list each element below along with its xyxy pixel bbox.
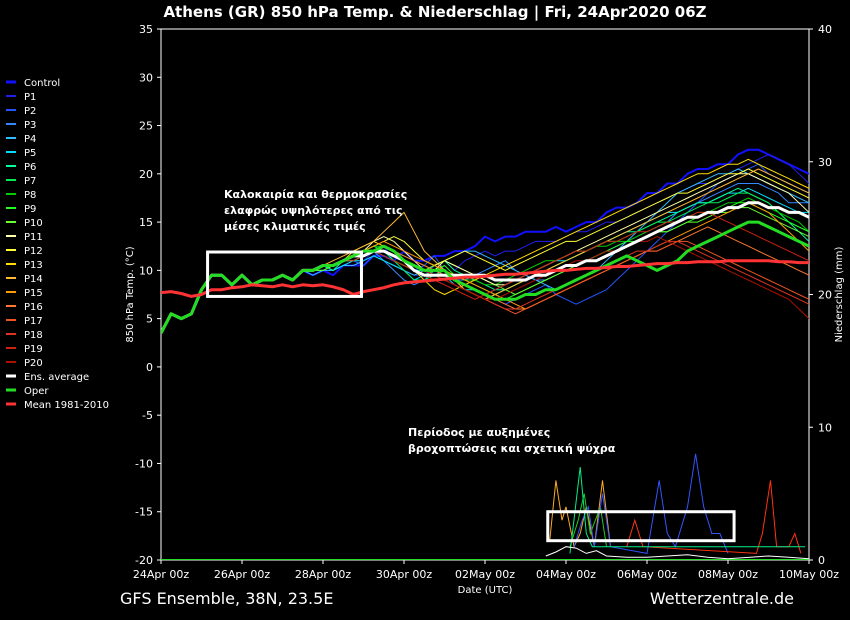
plot-area: 35 30 25 20 15 10 5 0 -5 -10 -15 -20 40 30 20 10 0 24Apr … (125, 23, 845, 596)
legend-label: P19 (24, 344, 43, 355)
legend-label: P5 (24, 148, 36, 159)
x-tick-label: 02May 00z (455, 568, 515, 581)
legend-label: Mean 1981-2010 (24, 400, 109, 411)
series-line-p18 (161, 240, 809, 334)
y-tick-label: 30 (139, 71, 153, 84)
precip-line (569, 493, 607, 547)
y2-tick-label: 30 (818, 156, 832, 169)
legend-label: P8 (24, 190, 36, 201)
x-tick-label: 26Apr 00z (214, 568, 271, 581)
precip-line (569, 467, 805, 554)
y-axis-label: 850 hPa Temp. (°C) (125, 246, 136, 342)
x-axis-label: Date (UTC) (458, 585, 513, 596)
legend-label: P17 (24, 316, 43, 327)
x-tick-label: 10May 00z (779, 568, 839, 581)
annotation-text: Καλοκαιρία και θερμοκρασίες (224, 188, 407, 201)
y-tick-label: 15 (139, 216, 153, 229)
legend-label: P10 (24, 218, 43, 229)
legend-label: P7 (24, 176, 36, 187)
y-tick-label: -5 (142, 409, 153, 422)
legend-label: Ens. average (24, 372, 89, 383)
legend-label: P20 (24, 358, 43, 369)
legend-label: P9 (24, 204, 36, 215)
y-tick-label: 0 (146, 361, 153, 374)
series-line-oper (161, 220, 809, 334)
legend-label: P12 (24, 246, 43, 257)
annotation-box (206, 250, 363, 298)
legend-label: P15 (24, 288, 43, 299)
legend-label: P1 (24, 92, 36, 103)
y-tick-label: 35 (139, 23, 153, 36)
y-tick-label: -15 (135, 506, 153, 519)
precip-line (626, 480, 802, 554)
y2-axis-label: Niederschlag (mm) (834, 247, 845, 343)
y-tick-label: 10 (139, 264, 153, 277)
annotation-text: βροχοπτώσεις και σχετική ψύχρα (408, 442, 616, 455)
precip-line (573, 453, 729, 554)
legend-label: P4 (24, 134, 36, 145)
legend-label: P11 (24, 232, 43, 243)
series-line-mean-1981-2010 (161, 259, 809, 298)
legend-label: P18 (24, 330, 43, 341)
legend-label: P6 (24, 162, 36, 173)
data-layer (161, 148, 809, 560)
legend-label: P3 (24, 120, 36, 131)
x-tick-label: 24Apr 00z (133, 568, 190, 581)
site-credit: Wetterzentrale.de (649, 589, 794, 608)
chart-title: Athens (GR) 850 hPa Temp. & Niederschlag… (163, 3, 706, 22)
y2-tick-label: 40 (818, 23, 832, 36)
y-tick-label: 5 (146, 313, 153, 326)
annotation-box (546, 510, 736, 543)
legend-label: P2 (24, 106, 36, 117)
y-tick-label: -10 (135, 457, 153, 470)
x-tick-label: 28Apr 00z (295, 568, 352, 581)
y2-tick-label: 10 (818, 421, 832, 434)
annotation-text: Περίοδος με αυξημένες (408, 426, 550, 439)
series-line-p13 (161, 158, 809, 334)
x-tick-label: 30Apr 00z (376, 568, 433, 581)
series-line-p17 (161, 240, 809, 334)
series-line-p8 (161, 197, 809, 334)
legend-label: Oper (24, 386, 49, 397)
y2-tick-label: 0 (818, 554, 825, 567)
y-tick-label: 25 (139, 120, 153, 133)
x-tick-label: 04May 00z (536, 568, 596, 581)
annotation-text: μέσες κλιματικές τιμές (224, 220, 366, 233)
legend-label: P14 (24, 274, 43, 285)
legend: Control P1 P2 P3 P4 P5 P6 P7 P8 P9 P10 P11 P12 P13 P14… (6, 78, 109, 411)
x-tick-label: 08May 00z (698, 568, 758, 581)
model-info: GFS Ensemble, 38N, 23.5E (120, 589, 334, 608)
y-tick-label: 20 (139, 168, 153, 181)
x-tick-label: 06May 00z (617, 568, 677, 581)
y2-tick-label: 20 (818, 289, 832, 302)
annotation-text: ελαφρώς υψηλότερες από τις (224, 204, 403, 217)
y-tick-label: -20 (135, 554, 153, 567)
legend-label: P16 (24, 302, 43, 313)
precip-line (545, 546, 809, 560)
legend-label: Control (24, 78, 60, 89)
legend-label: P13 (24, 260, 43, 271)
